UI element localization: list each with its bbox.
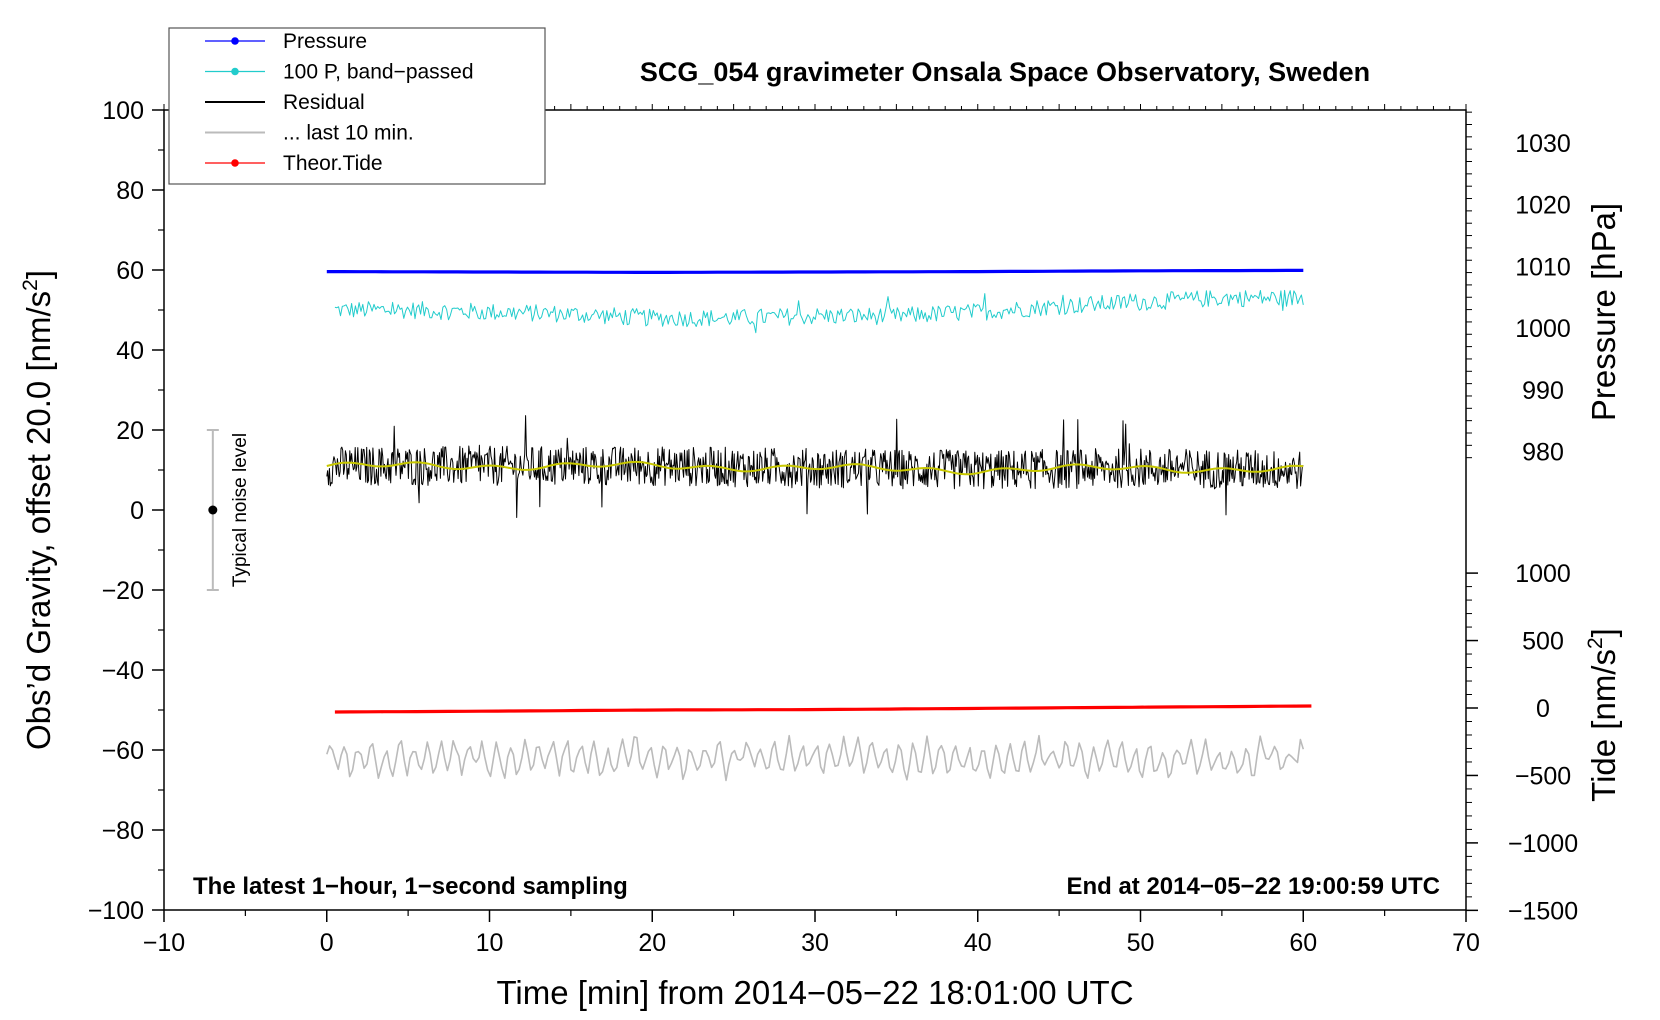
pressure-tick-label: 1020 xyxy=(1515,192,1571,220)
x-tick-label: 40 xyxy=(964,929,992,957)
legend: Pressure 100 P, band−passed Residual ... la… xyxy=(168,27,546,185)
x-tick-label: −10 xyxy=(143,929,185,957)
legend-marker xyxy=(231,37,239,45)
y-axis-tide-title: Tide [nm/s2] xyxy=(1584,628,1622,802)
series-line-theor-tide xyxy=(334,704,1312,714)
legend-marker xyxy=(231,67,239,76)
x-tick-label: 70 xyxy=(1452,929,1480,957)
pressure-tick-label: 1010 xyxy=(1515,253,1571,281)
y-axis-tide: 1000 500 0 −500 −1000 −1500 xyxy=(1466,560,1578,925)
y-axis-left-title: Obs’d Gravity, offset 20.0 [nm/s2] xyxy=(19,270,57,750)
noise-bar-dot xyxy=(208,505,218,515)
y-axis-left-title-end: ] xyxy=(20,270,57,279)
y-tick-label: 40 xyxy=(116,337,144,365)
y-axis-pressure-title: Pressure [hPa] xyxy=(1585,203,1622,421)
x-axis: −10 0 10 20 30 40 50 60 70 xyxy=(143,104,1480,957)
y-axis-left-title-sup: 2 xyxy=(19,279,42,291)
y-tick-label: 100 xyxy=(102,97,144,125)
pressure-tick-label: 990 xyxy=(1522,377,1564,405)
x-tick-label: 20 xyxy=(638,929,666,957)
tide-tick-label: −1500 xyxy=(1508,897,1578,925)
tide-tick-label: 0 xyxy=(1536,695,1550,723)
y-tick-label: 20 xyxy=(116,417,144,445)
legend-label: Residual xyxy=(283,91,365,114)
x-tick-label: 10 xyxy=(476,929,504,957)
y-tick-label: −60 xyxy=(102,737,144,765)
tide-tick-label: −1000 xyxy=(1508,830,1578,858)
y-tick-label: −80 xyxy=(102,817,144,845)
pressure-tick-label: 1030 xyxy=(1515,130,1571,158)
x-axis-title: Time [min] from 2014−05−22 18:01:00 UTC xyxy=(496,974,1133,1011)
series-layer xyxy=(326,268,1312,782)
y-axis-pressure: 1030 1020 1010 1000 990 980 xyxy=(1466,111,1571,467)
noise-bar xyxy=(206,429,219,591)
y-tick-label: −40 xyxy=(102,657,144,685)
y-tick-label: 80 xyxy=(116,177,144,205)
y-axis-left: 100 80 60 40 20 0 −20 −40 −60 −80 −100 xyxy=(88,97,164,925)
tide-tick-label: 1000 xyxy=(1515,560,1571,588)
plot-frame xyxy=(163,109,1467,911)
end-time-note: End at 2014−05−22 19:00:59 UTC xyxy=(1066,873,1440,900)
sampling-note: The latest 1−hour, 1−second sampling xyxy=(193,873,628,900)
series-line-residual-smoothed xyxy=(326,460,1304,476)
noise-level-label: Typical noise level xyxy=(230,433,251,587)
series-line-pressure xyxy=(326,268,1304,274)
pressure-tick-label: 980 xyxy=(1522,439,1564,467)
y-tick-label: −20 xyxy=(102,577,144,605)
x-tick-label: 50 xyxy=(1127,929,1155,957)
y-axis-tide-title-sup: 2 xyxy=(1584,637,1607,649)
legend-label: 100 P, band−passed xyxy=(283,61,474,84)
y-tick-label: 60 xyxy=(116,257,144,285)
tide-tick-label: 500 xyxy=(1522,628,1564,656)
series-line-100-p-band-passed xyxy=(334,289,1304,334)
pressure-tick-label: 1000 xyxy=(1515,315,1571,343)
legend-label: Theor.Tide xyxy=(283,152,383,175)
y-axis-tide-title-end: ] xyxy=(1585,628,1622,637)
y-tick-label: −100 xyxy=(88,897,144,925)
x-tick-label: 30 xyxy=(801,929,829,957)
legend-label: Pressure xyxy=(283,30,367,53)
y-tick-label: 0 xyxy=(130,497,144,525)
tide-tick-label: −500 xyxy=(1515,762,1571,790)
x-tick-label: 60 xyxy=(1289,929,1317,957)
legend-box xyxy=(168,27,546,185)
series-line-last-10-min xyxy=(326,734,1305,782)
legend-label: ... last 10 min. xyxy=(283,122,414,145)
x-tick-label: 0 xyxy=(320,929,334,957)
legend-marker xyxy=(231,159,239,167)
chart-title: SCG_054 gravimeter Onsala Space Observat… xyxy=(640,57,1370,87)
